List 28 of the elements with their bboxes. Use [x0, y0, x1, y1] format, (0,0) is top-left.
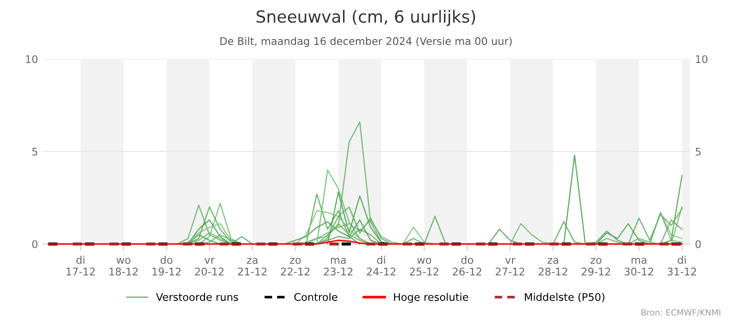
legend-label: Hoge resolutie [394, 292, 468, 303]
legend-label: Verstoorde runs [156, 292, 238, 301]
x-tick-label: vr 20-12 [195, 258, 224, 276]
legend-label: Controle [294, 292, 338, 301]
x-tick-label: wo 25-12 [410, 258, 438, 276]
y2-tick-label: 5 [696, 148, 701, 156]
x-tick-label: zo 29-12 [582, 258, 610, 276]
y-tick-label: 5 [32, 148, 38, 156]
legend-label: Middelste (P50) [524, 292, 604, 302]
x-tick-label: di 17-12 [66, 256, 95, 276]
x-tick-label: zo 22-12 [280, 258, 310, 276]
x-tick-label: do 26-12 [452, 256, 482, 276]
x-tick-label: vr 27-12 [496, 258, 524, 276]
x-tick-label: wo 18-12 [110, 258, 138, 276]
y2-tick-label: 0 [696, 240, 701, 248]
x-tick-label: ma 30-12 [624, 258, 654, 276]
x-tick-label: do 19-12 [152, 256, 181, 276]
x-tick-label: di 24-12 [366, 256, 396, 276]
chart-title: Sneeuwval (cm, 6 uurlijks) [256, 10, 476, 26]
x-tick-label: za 28-12 [538, 258, 568, 276]
chart-subtitle: De Bilt, maandag 16 december 2024 (Versie ma 00 uur) [220, 36, 512, 48]
y-tick-label: 0 [32, 240, 38, 248]
text: Bron: ECMWF/KNMI [642, 309, 720, 316]
x-tick-label: di 31-12 [668, 256, 696, 276]
y-tick-label: 10 [26, 55, 38, 64]
x-tick-label: za 21-12 [238, 258, 266, 276]
y2-tick-label: 10 [696, 55, 708, 64]
x-tick-label: ma 23-12 [324, 258, 352, 276]
